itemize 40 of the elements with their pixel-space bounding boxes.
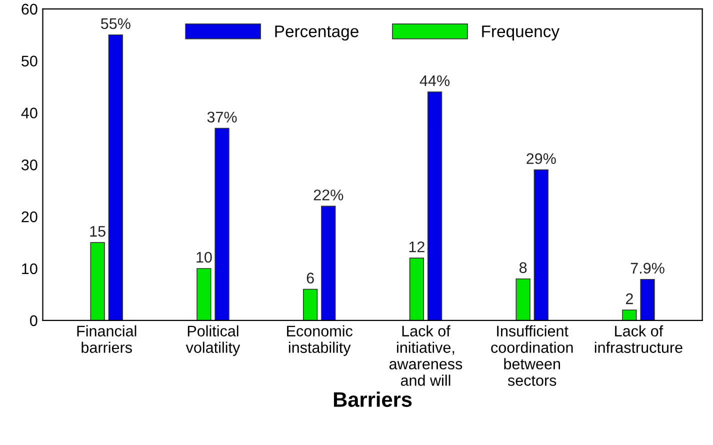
bar — [214, 128, 230, 320]
y-tick-label: 20 — [22, 211, 38, 222]
bar — [90, 242, 105, 320]
bar — [622, 310, 637, 320]
y-tick-label: 10 — [22, 263, 38, 274]
data-label: 7.9% — [630, 262, 664, 274]
data-label: 12 — [409, 241, 424, 252]
y-tick-label: 60 — [22, 4, 38, 15]
legend-label: Frequency — [482, 26, 560, 41]
data-label: 2 — [626, 293, 633, 304]
x-tick-label: Lack of initiative, awareness and will — [389, 325, 462, 386]
x-tick-label: Political volatility — [186, 325, 240, 356]
data-label: 22% — [314, 190, 344, 200]
data-label: 44% — [420, 75, 450, 86]
y-tick-label: 30 — [22, 160, 38, 170]
data-label: 10 — [196, 252, 212, 263]
x-tick-label: Lack of infrastructure — [594, 325, 682, 353]
bar — [196, 268, 212, 320]
data-label: 29% — [526, 153, 556, 164]
bar — [321, 206, 336, 320]
bar — [427, 92, 442, 320]
data-label: 8 — [519, 262, 527, 274]
x-tick-label: Insufficient coordination between sectors — [491, 325, 573, 386]
y-tick-label: 40 — [21, 108, 38, 118]
bar — [534, 169, 548, 320]
legend-label: Percentage — [275, 26, 358, 41]
bar — [409, 258, 424, 320]
data-label: 15 — [90, 226, 106, 237]
x-tick-label: Financial barriers — [77, 325, 136, 353]
x-axis-title: Barriers — [334, 392, 412, 407]
bar — [108, 34, 123, 320]
bar — [640, 278, 655, 320]
x-tick-label: Economic instability — [287, 325, 352, 356]
data-label: 6 — [306, 272, 314, 284]
data-label: 55% — [100, 18, 130, 30]
data-label: 37% — [207, 112, 237, 123]
y-tick-label: 0 — [30, 315, 38, 326]
bar — [302, 288, 318, 320]
bar — [516, 278, 530, 320]
y-tick-label: 50 — [22, 56, 38, 67]
